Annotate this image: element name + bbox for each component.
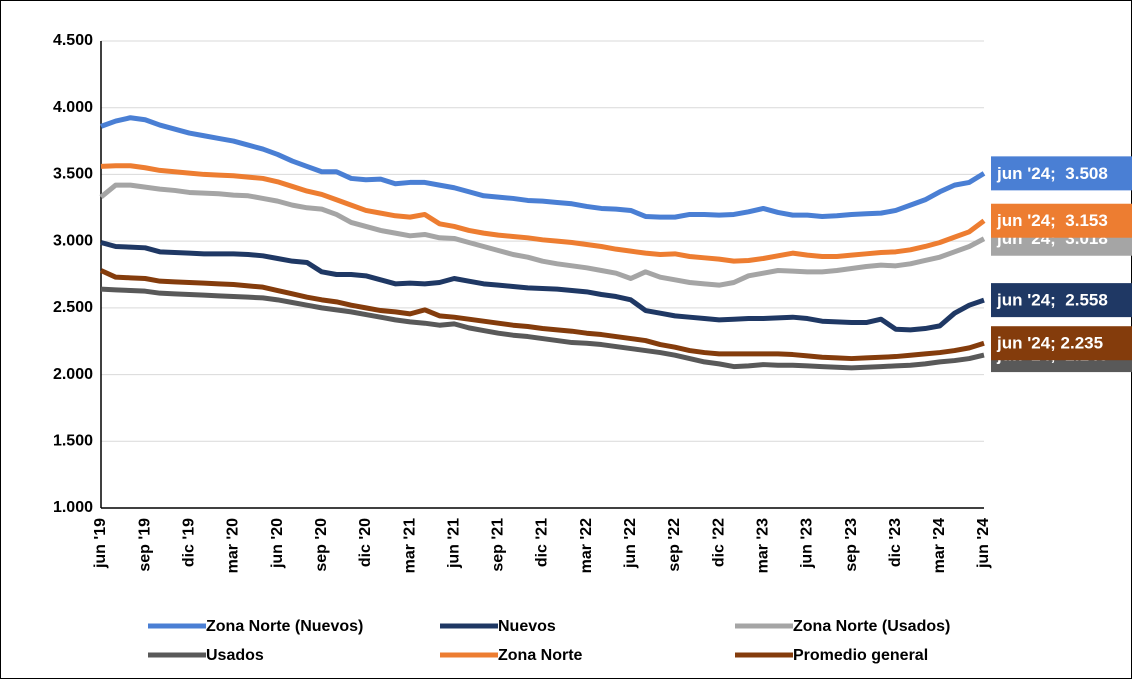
y-tick-label: 3.000 (53, 232, 93, 249)
x-tick-label: dic '23 (887, 518, 904, 567)
value-label: jun '24; 3.153 (996, 211, 1108, 230)
series-line (100, 115, 986, 220)
value-label: jun '24; 2.235 (996, 334, 1103, 353)
y-tick-label: 2.000 (53, 366, 93, 383)
series-line (100, 286, 985, 371)
legend-label: Zona Norte (Usados) (793, 618, 950, 635)
y-tick-label: 1.500 (53, 433, 93, 450)
x-tick-label: dic '19 (181, 518, 198, 567)
value-label-box (991, 326, 1132, 361)
x-tick-label: mar '24 (931, 518, 948, 574)
x-tick-label: sep '22 (666, 518, 683, 572)
x-tick-label: mar '22 (578, 518, 595, 574)
x-tick-label: sep '20 (313, 518, 330, 572)
x-tick-label: dic '22 (710, 518, 727, 567)
x-tick-label: jun '19 (92, 518, 109, 569)
x-tick-label: sep '21 (490, 518, 507, 572)
legend-label: Zona Norte (498, 647, 583, 664)
x-tick-label: jun '20 (269, 518, 286, 569)
y-tick-label: 4.500 (53, 32, 93, 49)
value-label: jun '24; 2.558 (996, 291, 1108, 310)
series-line (99, 182, 986, 288)
series-line (99, 268, 985, 362)
legend-label: Promedio general (793, 647, 928, 664)
x-tick-label: jun '23 (799, 518, 816, 569)
x-tick-label: mar '21 (401, 518, 418, 574)
x-tick-label: jun '21 (445, 518, 462, 569)
x-tick-label: dic '21 (534, 518, 551, 567)
series-line (100, 163, 986, 264)
y-tick-label: 1.000 (53, 499, 93, 516)
y-tick-label: 3.500 (53, 166, 93, 183)
x-tick-label: mar '23 (754, 518, 771, 574)
x-tick-label: sep '23 (843, 518, 860, 572)
value-label-box (991, 156, 1132, 191)
legend-label: Usados (206, 647, 264, 664)
x-tick-label: jun '24 (975, 518, 992, 569)
x-tick-label: jun '22 (622, 518, 639, 569)
legend-label: Zona Norte (Nuevos) (206, 618, 363, 635)
x-tick-label: sep '19 (136, 518, 153, 572)
y-tick-label: 2.500 (53, 299, 93, 316)
value-label-box (991, 203, 1132, 238)
x-tick-label: mar '20 (225, 518, 242, 574)
value-label-box (991, 283, 1132, 318)
value-label: jun '24; 3.508 (996, 164, 1108, 183)
y-tick-label: 4.000 (53, 99, 93, 116)
legend-label: Nuevos (498, 618, 556, 635)
x-tick-label: dic '20 (357, 518, 374, 567)
series-line (100, 240, 985, 333)
